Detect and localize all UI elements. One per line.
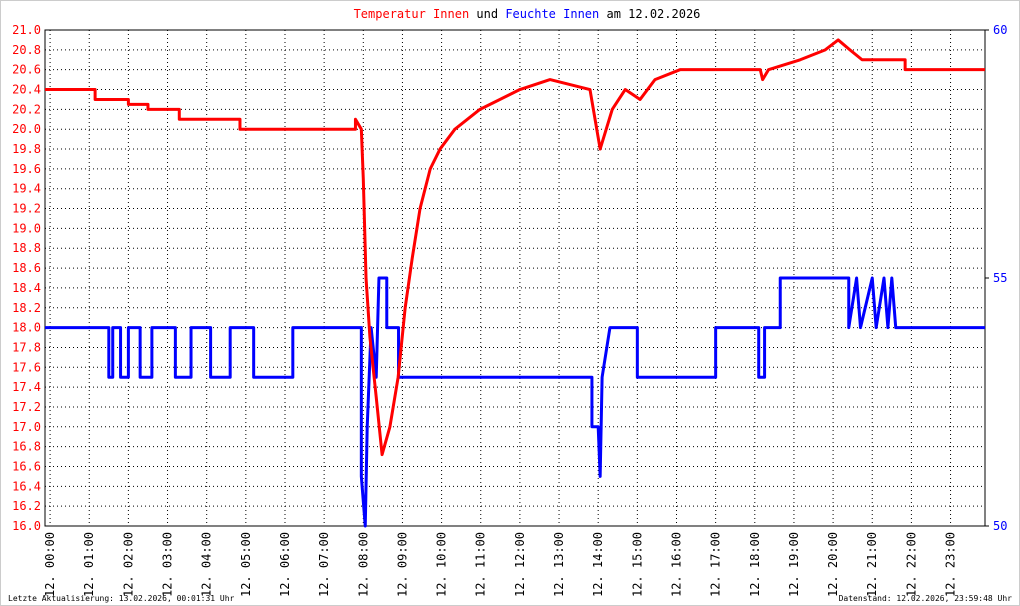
y-tick-label: 16.4 xyxy=(12,479,41,493)
y-tick-label: 18.0 xyxy=(12,321,41,335)
y-tick-label: 17.4 xyxy=(12,380,41,394)
y-tick-label: 17.0 xyxy=(12,420,41,434)
title-humidity: Feuchte Innen xyxy=(505,7,599,21)
x-tick-label: 12. 23:00 xyxy=(944,532,958,597)
x-tick-label: 12. 08:00 xyxy=(356,532,370,597)
x-tick-label: 12. 05:00 xyxy=(239,532,253,597)
y-tick-label: 18.6 xyxy=(12,261,41,275)
y-tick-label: 18.2 xyxy=(12,301,41,315)
x-tick-label: 12. 14:00 xyxy=(591,532,605,597)
x-tick-label: 12. 03:00 xyxy=(161,532,175,597)
x-tick-label: 12. 11:00 xyxy=(474,532,488,597)
chart-title: Temperatur Innen und Feuchte Innen am 12… xyxy=(354,7,701,21)
x-tick-label: 12. 22:00 xyxy=(904,532,918,597)
title-temperature: Temperatur Innen xyxy=(354,7,470,21)
x-tick-label: 12. 17:00 xyxy=(709,532,723,597)
x-tick-label: 12. 04:00 xyxy=(200,532,214,597)
y-tick-label: 16.2 xyxy=(12,499,41,513)
x-tick-label: 12. 00:00 xyxy=(43,532,57,597)
series-line xyxy=(45,38,985,457)
y-tick-label: 20.0 xyxy=(12,122,41,136)
title-date: am 12.02.2026 xyxy=(606,7,700,21)
y-tick-label: 19.6 xyxy=(12,162,41,176)
x-tick-label: 12. 20:00 xyxy=(826,532,840,597)
y-tick-label: 20.4 xyxy=(12,83,41,97)
x-tick-label: 12. 19:00 xyxy=(787,532,801,597)
x-tick-label: 12. 02:00 xyxy=(121,532,135,597)
x-tick-label: 12. 09:00 xyxy=(395,532,409,597)
y-tick-label: 20.8 xyxy=(12,43,41,57)
y-tick-label: 18.4 xyxy=(12,281,41,295)
x-tick-label: 12. 21:00 xyxy=(865,532,879,597)
series-line xyxy=(45,276,985,528)
y-tick-label: 19.0 xyxy=(12,221,41,235)
y-tick-label: 20.2 xyxy=(12,102,41,116)
y-tick-label: 17.6 xyxy=(12,360,41,374)
y-tick-label: 16.6 xyxy=(12,459,41,473)
y2-tick-label: 60 xyxy=(993,23,1007,37)
x-tick-label: 12. 18:00 xyxy=(748,532,762,597)
x-tick-label: 12. 06:00 xyxy=(278,532,292,597)
plot-border xyxy=(44,29,986,527)
x-tick-label: 12. 01:00 xyxy=(82,532,96,597)
x-tick-label: 12. 07:00 xyxy=(317,532,331,597)
title-joiner: und xyxy=(476,7,498,21)
x-tick-label: 12. 15:00 xyxy=(630,532,644,597)
y-tick-label: 19.4 xyxy=(12,182,41,196)
x-tick-label: 12. 12:00 xyxy=(513,532,527,597)
y-tick-label: 19.8 xyxy=(12,142,41,156)
y-tick-label: 21.0 xyxy=(12,23,41,37)
y-tick-label: 18.8 xyxy=(12,241,41,255)
y-tick-label: 19.2 xyxy=(12,202,41,216)
y-tick-label: 16.8 xyxy=(12,440,41,454)
y-tick-label: 20.6 xyxy=(12,63,41,77)
footer-left: Letzte Aktualisierung: 13.02.2026, 00:01… xyxy=(8,594,235,603)
footer-right: Datenstand: 12.02.2026, 23:59:48 Uhr xyxy=(839,594,1013,603)
y-tick-label: 16.0 xyxy=(12,519,41,533)
x-tick-label: 12. 10:00 xyxy=(435,532,449,597)
y2-tick-label: 50 xyxy=(993,519,1007,533)
y2-tick-label: 55 xyxy=(993,271,1007,285)
y-tick-label: 17.8 xyxy=(12,340,41,354)
y-tick-label: 17.2 xyxy=(12,400,41,414)
x-tick-label: 12. 13:00 xyxy=(552,532,566,597)
x-tick-label: 12. 16:00 xyxy=(669,532,683,597)
